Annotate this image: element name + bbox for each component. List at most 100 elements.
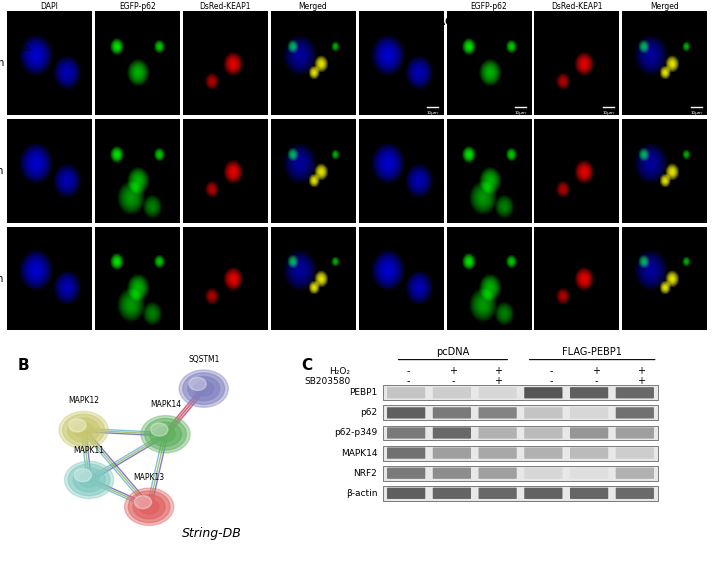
FancyBboxPatch shape <box>524 428 563 439</box>
Circle shape <box>179 370 228 408</box>
Title: DAPI: DAPI <box>41 2 59 11</box>
Circle shape <box>68 464 110 496</box>
Text: pcDNA: pcDNA <box>436 347 470 356</box>
FancyBboxPatch shape <box>570 488 608 499</box>
Text: MAPK12: MAPK12 <box>68 396 99 405</box>
Text: +: + <box>494 376 502 386</box>
FancyBboxPatch shape <box>383 426 658 441</box>
Circle shape <box>156 427 176 442</box>
FancyBboxPatch shape <box>524 407 563 418</box>
FancyBboxPatch shape <box>570 467 608 479</box>
FancyBboxPatch shape <box>387 387 426 398</box>
FancyBboxPatch shape <box>615 428 654 439</box>
Y-axis label: 0h: 0h <box>0 58 4 68</box>
Text: C: C <box>301 357 313 373</box>
FancyBboxPatch shape <box>478 447 517 459</box>
Text: β-actin: β-actin <box>346 489 377 498</box>
Text: MAPK13: MAPK13 <box>134 473 165 482</box>
FancyBboxPatch shape <box>387 467 426 479</box>
Text: 293A-FLAG-PEBP1: 293A-FLAG-PEBP1 <box>393 17 492 27</box>
FancyBboxPatch shape <box>524 447 563 459</box>
Title: EGFP-p62: EGFP-p62 <box>119 2 156 11</box>
Circle shape <box>134 495 151 508</box>
Circle shape <box>141 416 190 453</box>
Circle shape <box>59 412 109 449</box>
Title: EGFP-p62: EGFP-p62 <box>471 2 507 11</box>
Circle shape <box>145 418 186 450</box>
Text: p62-p349: p62-p349 <box>334 429 377 438</box>
Text: 10μm: 10μm <box>603 112 614 116</box>
FancyBboxPatch shape <box>570 407 608 418</box>
Y-axis label: 1h: 1h <box>0 166 4 176</box>
FancyBboxPatch shape <box>387 488 426 499</box>
Text: MAPK14: MAPK14 <box>150 400 181 409</box>
FancyBboxPatch shape <box>615 387 654 398</box>
FancyBboxPatch shape <box>615 467 654 479</box>
FancyBboxPatch shape <box>478 407 517 418</box>
Text: +: + <box>593 366 600 376</box>
Text: -: - <box>550 366 553 376</box>
Circle shape <box>139 499 159 514</box>
Title: DsRed-KEAP1: DsRed-KEAP1 <box>551 2 603 11</box>
FancyBboxPatch shape <box>433 387 471 398</box>
FancyBboxPatch shape <box>383 466 658 481</box>
FancyBboxPatch shape <box>433 488 471 499</box>
Circle shape <box>149 422 181 446</box>
FancyBboxPatch shape <box>615 407 654 418</box>
Text: B: B <box>18 357 30 373</box>
Text: +: + <box>494 366 502 376</box>
FancyBboxPatch shape <box>433 407 471 418</box>
Circle shape <box>133 495 165 519</box>
Text: SB203580: SB203580 <box>304 377 351 386</box>
Text: SQSTM1: SQSTM1 <box>188 355 219 364</box>
Text: +: + <box>638 376 645 386</box>
Circle shape <box>64 461 114 499</box>
Circle shape <box>74 422 94 438</box>
Text: NRF2: NRF2 <box>353 469 377 478</box>
Text: H₂O₂: H₂O₂ <box>330 367 351 376</box>
Title: Merged: Merged <box>298 2 328 11</box>
Text: -: - <box>550 376 553 386</box>
Circle shape <box>73 468 105 492</box>
Y-axis label: 4h: 4h <box>0 274 4 283</box>
Circle shape <box>189 377 206 390</box>
Text: +: + <box>449 366 457 376</box>
Text: PEBP1: PEBP1 <box>349 388 377 397</box>
FancyBboxPatch shape <box>478 467 517 479</box>
Circle shape <box>63 414 104 446</box>
Circle shape <box>183 373 225 405</box>
Text: A: A <box>9 14 21 30</box>
FancyBboxPatch shape <box>383 446 658 461</box>
FancyBboxPatch shape <box>570 428 608 439</box>
FancyBboxPatch shape <box>387 428 426 439</box>
Circle shape <box>151 423 168 436</box>
Text: 10μm: 10μm <box>515 112 526 116</box>
FancyBboxPatch shape <box>383 486 658 501</box>
Text: -: - <box>451 376 455 386</box>
Circle shape <box>69 419 86 432</box>
FancyBboxPatch shape <box>524 488 563 499</box>
Text: +: + <box>638 366 645 376</box>
Text: MAPK14: MAPK14 <box>341 449 377 458</box>
Text: -: - <box>406 366 410 376</box>
Title: DsRed-KEAP1: DsRed-KEAP1 <box>199 2 251 11</box>
Text: 293A-pcDNA: 293A-pcDNA <box>101 17 170 27</box>
Circle shape <box>79 473 99 487</box>
Title: Merged: Merged <box>650 2 679 11</box>
FancyBboxPatch shape <box>478 387 517 398</box>
Circle shape <box>74 469 91 482</box>
FancyBboxPatch shape <box>524 467 563 479</box>
FancyBboxPatch shape <box>387 407 426 418</box>
FancyBboxPatch shape <box>478 488 517 499</box>
FancyBboxPatch shape <box>383 385 658 400</box>
FancyBboxPatch shape <box>387 447 426 459</box>
Circle shape <box>194 381 213 396</box>
Circle shape <box>188 377 220 401</box>
Text: FLAG-PEBP1: FLAG-PEBP1 <box>562 347 622 356</box>
Text: String-DB: String-DB <box>182 527 242 540</box>
FancyBboxPatch shape <box>570 387 608 398</box>
Text: 10μm: 10μm <box>427 112 438 116</box>
Text: -: - <box>595 376 598 386</box>
FancyBboxPatch shape <box>570 447 608 459</box>
FancyBboxPatch shape <box>433 467 471 479</box>
